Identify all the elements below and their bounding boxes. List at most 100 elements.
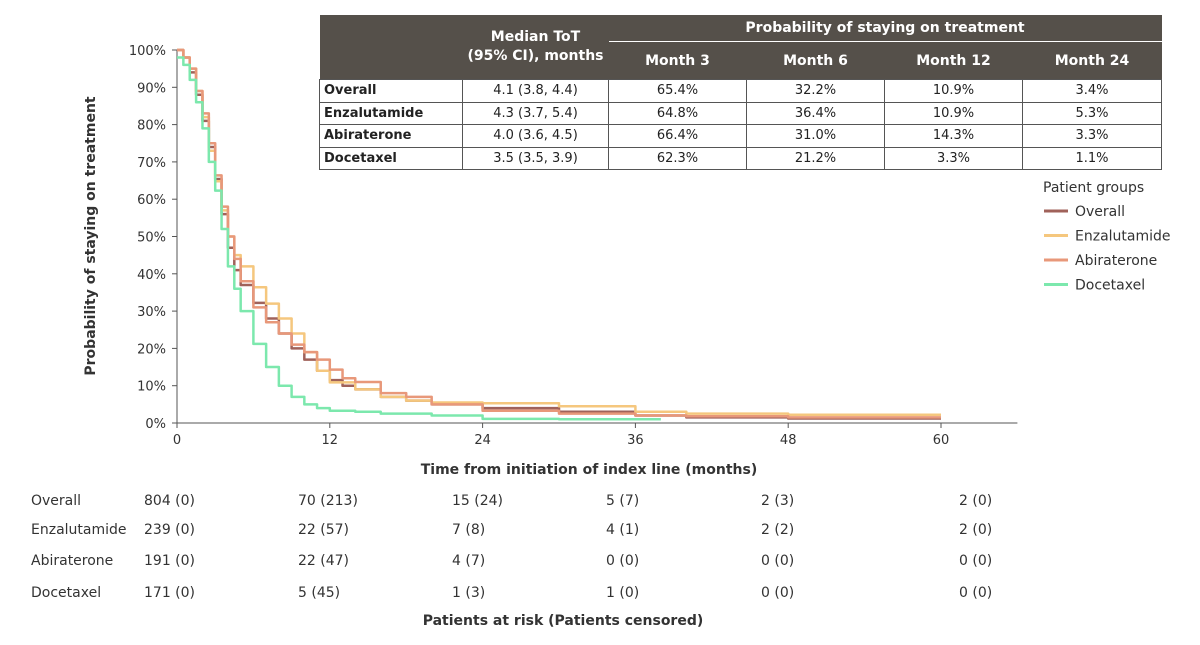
group-cell: Enzalutamide	[319, 101, 463, 125]
risk-group-label: Overall	[31, 493, 82, 509]
prob-cell: 36.4%	[746, 101, 885, 125]
risk-row: Abiraterone 191 (0) 22 (47) 4 (7) 0 (0) 0 (0)…	[0, 553, 1200, 575]
y-axis-title: Probability of staying on treatment	[83, 96, 99, 376]
chart-axes: 0% 10% 20% 30% 40% 50% 60% 70% 80% 90% 100% 0 12 24 36…	[129, 44, 1018, 448]
month-6-header: Month 6	[746, 41, 885, 80]
x-tick-label: 12	[322, 433, 339, 448]
risk-cell: 804 (0)	[144, 493, 196, 509]
table-row: Abiraterone 4.0 (3.6, 4.5) 66.4% 31.0% 1…	[319, 124, 1163, 148]
risk-cell: 239 (0)	[144, 522, 196, 538]
risk-cell: 0 (0)	[959, 553, 993, 569]
prob-cell: 3.3%	[884, 146, 1023, 170]
curve-abiraterone	[177, 48, 941, 419]
x-tick-label: 60	[933, 433, 950, 448]
median-cell: 4.3 (3.7, 5.4)	[462, 101, 609, 125]
risk-group-label: Abiraterone	[31, 553, 114, 569]
table-row: Docetaxel 3.5 (3.5, 3.9) 62.3% 21.2% 3.3…	[319, 146, 1163, 170]
prob-cell: 31.0%	[746, 124, 885, 148]
prob-cell: 21.2%	[746, 146, 885, 170]
legend: Patient groups Overall Enzalutamide Abirat…	[1043, 180, 1171, 294]
risk-cell: 1 (3)	[452, 585, 486, 601]
summary-table: Median ToT (95% CI), months Probability …	[319, 15, 1163, 170]
risk-table-title: Patients at risk (Patients censored)	[422, 613, 704, 629]
risk-cell: 0 (0)	[761, 585, 795, 601]
prob-cell: 5.3%	[1021, 101, 1163, 125]
median-header: Median ToT (95% CI), months	[462, 15, 609, 80]
y-tick-label: 60%	[137, 193, 166, 208]
prob-cell: 65.4%	[608, 79, 747, 103]
legend-label: Enzalutamide	[1075, 229, 1171, 245]
legend-title: Patient groups	[1043, 180, 1144, 196]
risk-cell: 7 (8)	[452, 522, 486, 538]
y-tick-label: 40%	[137, 268, 166, 283]
median-header-line2: (95% CI), months	[467, 48, 604, 64]
risk-cell: 2 (2)	[761, 522, 795, 538]
y-tick-label: 10%	[137, 380, 166, 395]
prob-cell: 32.2%	[746, 79, 885, 103]
risk-cell: 15 (24)	[452, 493, 504, 509]
table-row: Overall 4.1 (3.8, 4.4) 65.4% 32.2% 10.9%…	[319, 79, 1163, 103]
prob-cell: 14.3%	[884, 124, 1023, 148]
risk-cell: 191 (0)	[144, 553, 196, 569]
risk-row: Overall 804 (0) 70 (213) 15 (24) 5 (7) 2 (3) 2…	[0, 493, 1200, 515]
risk-row: Enzalutamide 239 (0) 22 (57) 7 (8) 4 (1) 2 (2…	[0, 522, 1200, 544]
month-3-header: Month 3	[608, 41, 747, 80]
group-cell: Overall	[319, 79, 463, 103]
risk-cell: 0 (0)	[761, 553, 795, 569]
risk-cell: 2 (0)	[959, 522, 993, 538]
km-curves	[177, 48, 941, 421]
legend-label: Overall	[1075, 204, 1125, 220]
risk-cell: 5 (45)	[298, 585, 341, 601]
risk-cell: 5 (7)	[606, 493, 640, 509]
table-corner	[319, 15, 463, 80]
x-tick-label: 0	[173, 433, 181, 448]
risk-cell: 22 (57)	[298, 522, 350, 538]
probability-header: Probability of staying on treatment	[608, 15, 1162, 43]
prob-cell: 3.3%	[1021, 124, 1163, 148]
median-cell: 4.1 (3.8, 4.4)	[462, 79, 609, 103]
x-axis-title: Time from initiation of index line (mont…	[421, 462, 758, 478]
group-cell: Abiraterone	[319, 124, 463, 148]
y-tick-label: 20%	[137, 342, 166, 357]
x-tick-label: 24	[474, 433, 491, 448]
month-12-header: Month 12	[884, 41, 1023, 80]
table-row: Enzalutamide 4.3 (3.7, 5.4) 64.8% 36.4% …	[319, 101, 1163, 125]
median-cell: 3.5 (3.5, 3.9)	[462, 146, 609, 170]
curve-docetaxel	[177, 56, 661, 421]
y-tick-label: 70%	[137, 156, 166, 171]
prob-cell: 62.3%	[608, 146, 747, 170]
risk-cell: 4 (1)	[606, 522, 640, 538]
prob-cell: 64.8%	[608, 101, 747, 125]
month-24-header: Month 24	[1022, 41, 1162, 80]
legend-label: Docetaxel	[1075, 278, 1145, 294]
risk-cell: 2 (3)	[761, 493, 795, 509]
y-tick-label: 50%	[137, 231, 166, 246]
y-tick-label: 90%	[137, 81, 166, 96]
y-tick-label: 100%	[129, 44, 166, 59]
risk-cell: 2 (0)	[959, 493, 993, 509]
x-tick-label: 48	[780, 433, 797, 448]
group-cell: Docetaxel	[319, 146, 463, 170]
prob-cell: 3.4%	[1021, 79, 1163, 103]
y-tick-label: 30%	[137, 305, 166, 320]
median-cell: 4.0 (3.6, 4.5)	[462, 124, 609, 148]
prob-cell: 10.9%	[884, 79, 1023, 103]
y-tick-label: 0%	[145, 417, 166, 432]
risk-cell: 0 (0)	[959, 585, 993, 601]
risk-cell: 1 (0)	[606, 585, 640, 601]
risk-group-label: Enzalutamide	[31, 522, 127, 538]
prob-cell: 66.4%	[608, 124, 747, 148]
x-tick-label: 36	[627, 433, 644, 448]
risk-cell: 4 (7)	[452, 553, 486, 569]
risk-cell: 171 (0)	[144, 585, 196, 601]
risk-group-label: Docetaxel	[31, 585, 102, 601]
legend-label: Abiraterone	[1075, 253, 1157, 269]
y-tick-label: 80%	[137, 119, 166, 134]
prob-cell: 1.1%	[1021, 146, 1163, 170]
risk-cell: 0 (0)	[606, 553, 640, 569]
risk-row: Docetaxel 171 (0) 5 (45) 1 (3) 1 (0) 0 (0) 0 (…	[0, 585, 1200, 607]
risk-cell: 22 (47)	[298, 553, 350, 569]
risk-cell: 70 (213)	[298, 493, 358, 509]
median-header-line1: Median ToT	[490, 29, 581, 45]
